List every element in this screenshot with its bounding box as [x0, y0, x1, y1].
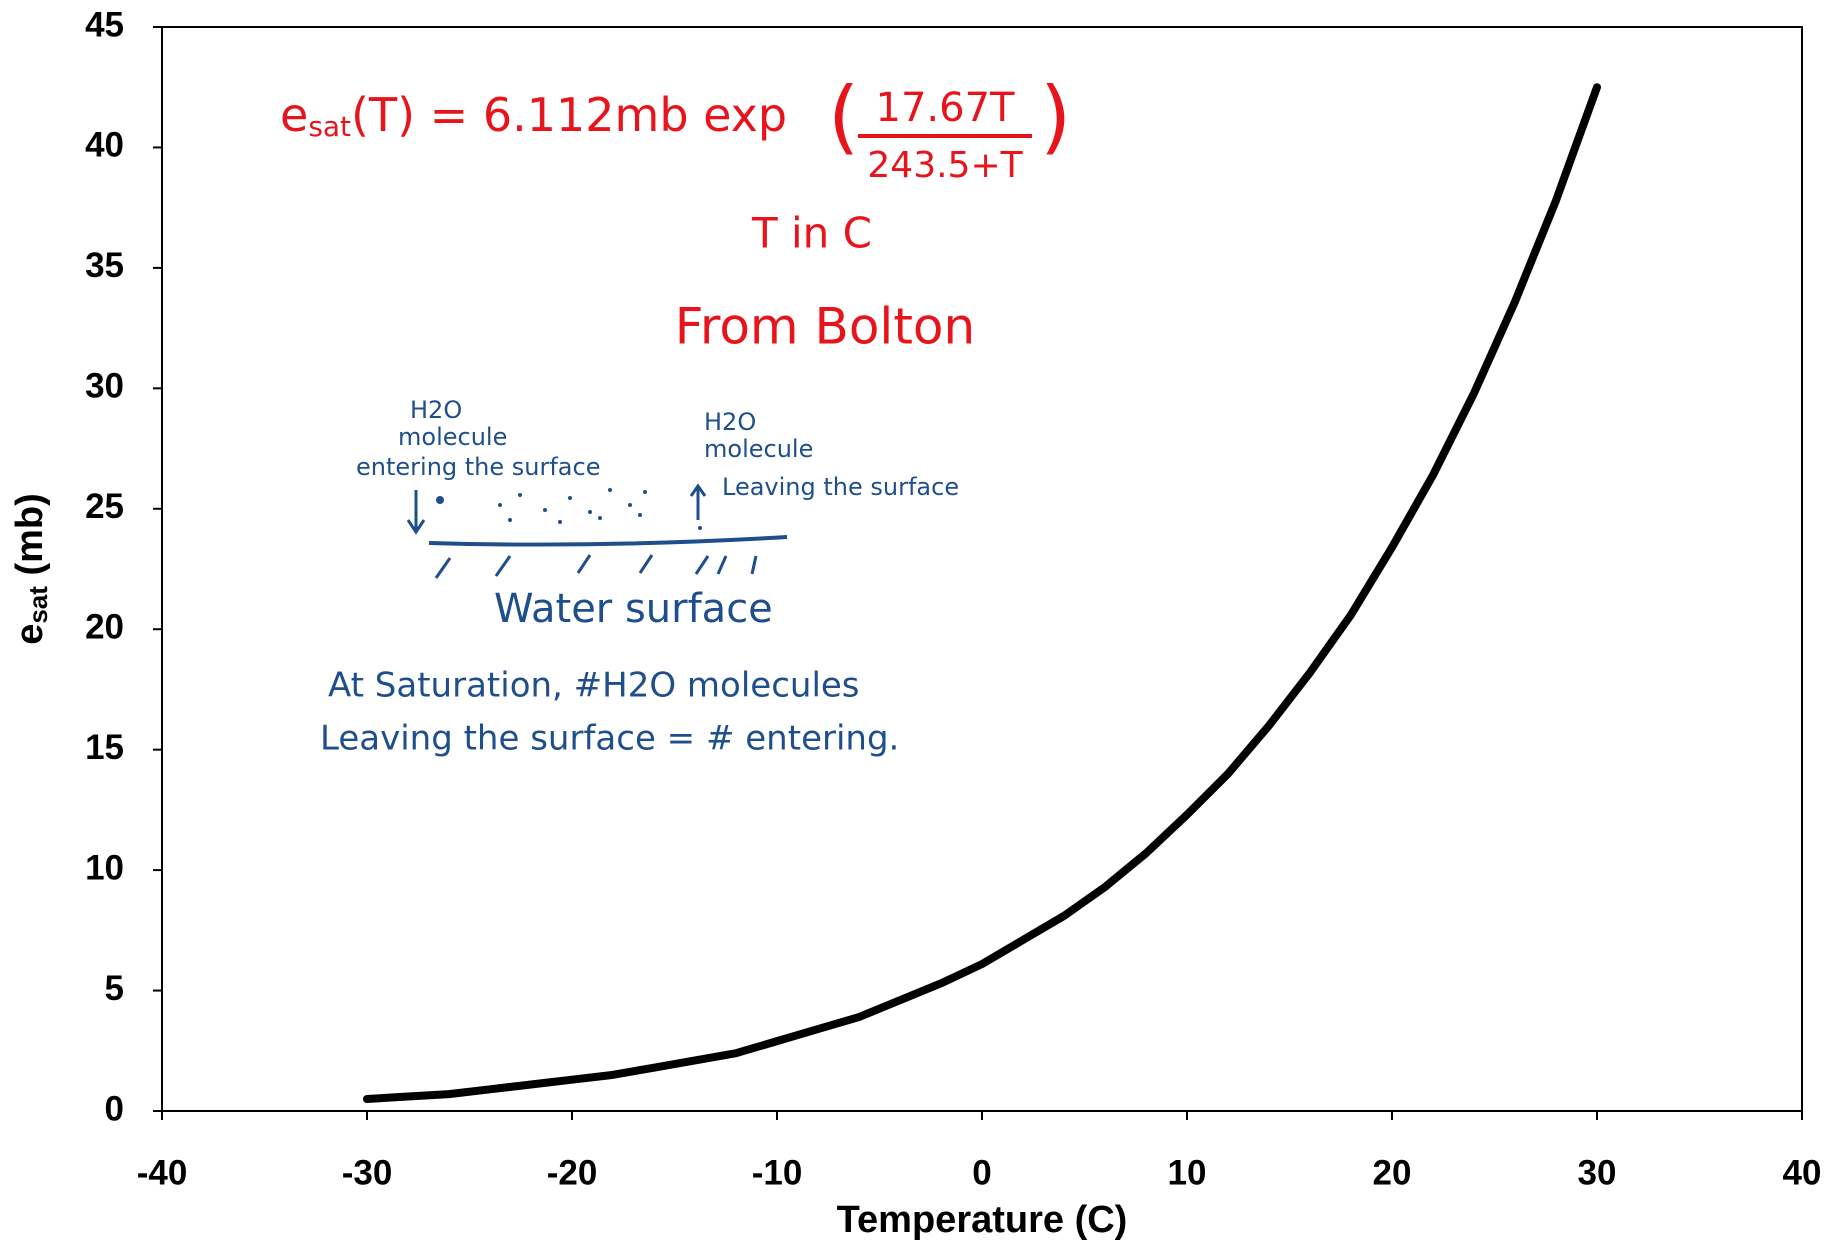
hatching	[434, 554, 758, 579]
leaving-line: H2O	[704, 408, 756, 436]
x-tick-label: 30	[1578, 1153, 1617, 1192]
y-tick-label: 25	[85, 487, 124, 526]
formula-rest: (T) = 6.112mb exp	[351, 88, 787, 142]
y-tick-label: 15	[85, 728, 124, 767]
formula-e: e	[280, 88, 308, 142]
x-tick-label: -40	[137, 1153, 188, 1192]
entering-line: molecule	[398, 423, 507, 451]
source-note: From Bolton	[675, 298, 975, 356]
y-axis-label-rest: (mb)	[9, 493, 51, 586]
x-tick-label: 20	[1373, 1153, 1412, 1192]
surface-diagram: H2O molecule entering the surface H2O mo…	[320, 396, 959, 759]
water-line	[428, 535, 788, 547]
y-tick-label: 30	[85, 367, 124, 406]
formula-denominator: 243.5+T	[867, 145, 1023, 186]
y-axis-label-base: e	[9, 624, 51, 645]
y-tick-label: 5	[105, 969, 124, 1008]
y-tick-label: 35	[85, 246, 124, 285]
leaving-line: Leaving the surface	[722, 473, 959, 501]
x-tick-label: 0	[972, 1153, 991, 1192]
x-axis-label: Temperature (C)	[837, 1199, 1128, 1241]
units-note: T in C	[751, 209, 872, 258]
paren-left: (	[828, 70, 859, 163]
y-tick-label: 20	[85, 607, 124, 646]
surface-label: Water surface	[494, 586, 773, 632]
saturation-note: At Saturation, #H2O molecules	[328, 666, 860, 706]
formula-sub: sat	[308, 110, 351, 143]
x-tick-label: 10	[1168, 1153, 1207, 1192]
y-axis-label-sub: sat	[23, 586, 53, 624]
y-axis-label: esat (mb)	[9, 493, 53, 645]
x-tick-label: 40	[1783, 1153, 1822, 1192]
saturation-note: Leaving the surface = # entering.	[320, 719, 899, 759]
y-tick-label: 45	[85, 5, 124, 44]
x-tick-label: -30	[342, 1153, 393, 1192]
arrows	[406, 483, 707, 535]
entering-line: H2O	[410, 396, 462, 424]
molecules	[436, 488, 702, 530]
y-tick-label: 10	[85, 848, 124, 887]
formula-lhs: esat(T) = 6.112mb exp	[280, 88, 787, 144]
formula-numerator: 17.67T	[876, 85, 1016, 131]
x-tick-label: -20	[547, 1153, 598, 1192]
y-tick-label: 40	[85, 126, 124, 165]
data-line	[363, 83, 1601, 1103]
entering-line: entering the surface	[356, 453, 600, 481]
paren-right: )	[1040, 70, 1071, 163]
leaving-line: molecule	[704, 435, 813, 463]
y-tick-label: 0	[105, 1089, 124, 1128]
formula: esat(T) = 6.112mb exp ( 17.67T 243.5+T )	[280, 70, 1071, 186]
x-tick-label: -10	[752, 1153, 803, 1192]
